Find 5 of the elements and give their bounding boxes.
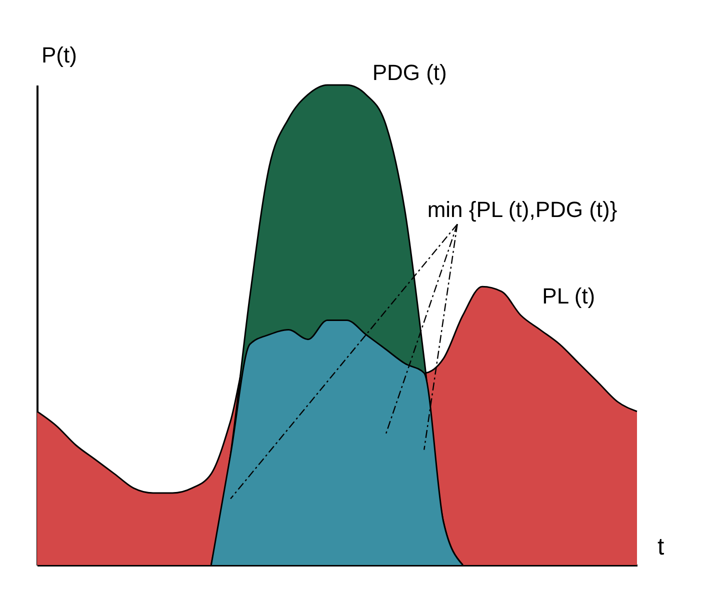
x-axis-title: t: [658, 534, 664, 560]
y-axis-title: P(t): [42, 42, 77, 68]
text: min {PL (t),PDG (t)}: [427, 197, 618, 222]
series-label: PL (t): [542, 284, 596, 309]
series-label: PDG (t): [372, 60, 447, 85]
